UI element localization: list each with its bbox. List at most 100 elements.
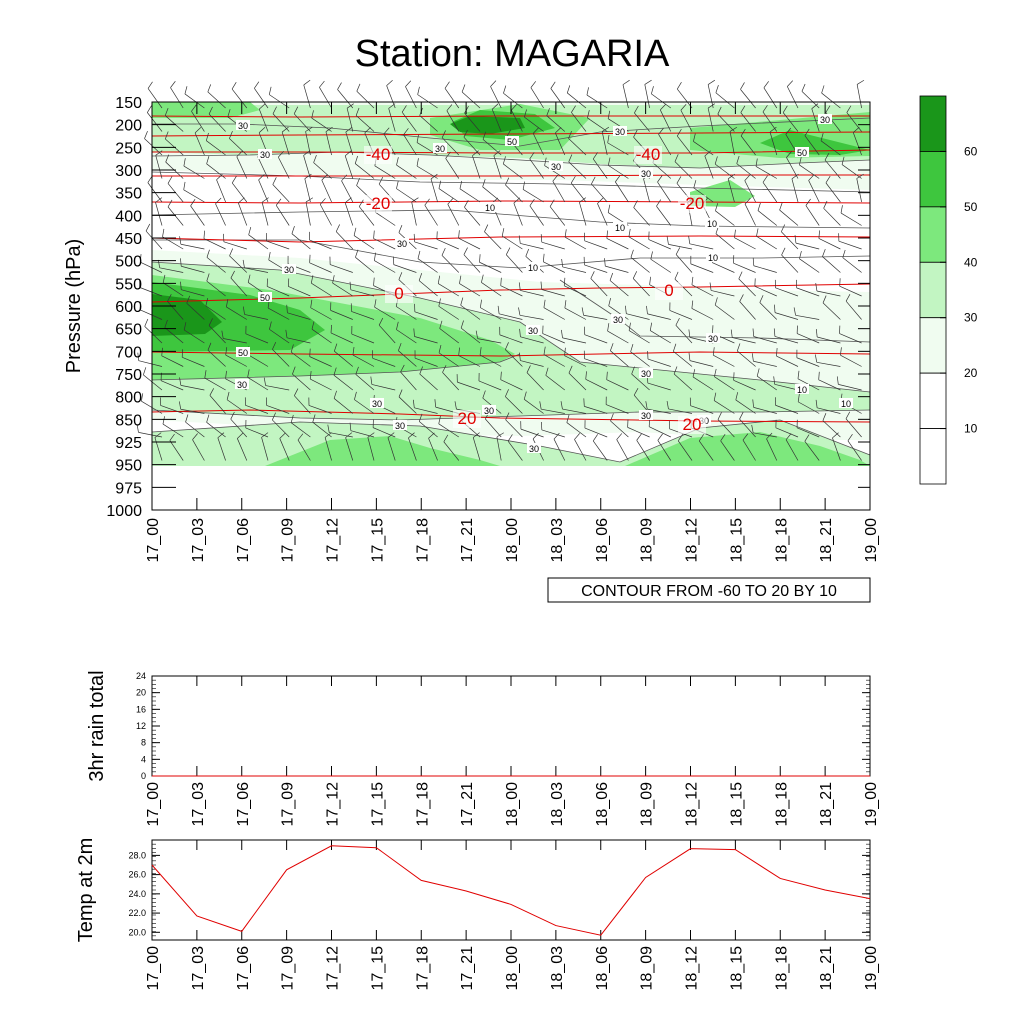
wind-barb-flag (145, 319, 148, 326)
temp-contour-label: -20 (680, 194, 705, 213)
wind-barb-flag (708, 80, 715, 84)
pressure-tick-label: 975 (115, 480, 142, 497)
rain-axis-label: 3hr rain total (86, 670, 108, 781)
wind-barb-flag (208, 84, 211, 91)
temp-contour-label: 0 (664, 281, 673, 300)
speed-contour-label: 30 (641, 169, 651, 179)
wind-barb-flag (387, 80, 393, 85)
x-tick-label: 18_09 (639, 782, 656, 827)
wind-barb-flag (567, 85, 569, 93)
x-tick-label: 17_21 (459, 782, 476, 827)
wind-barb-flag (147, 106, 151, 113)
speed-contour-label: 50 (507, 137, 517, 147)
y-tick-label: 26.0 (128, 870, 146, 880)
x-tick-label: 17_00 (145, 946, 162, 991)
wind-barb-flag (677, 82, 681, 89)
x-tick-label: 17_18 (414, 782, 431, 827)
temp-contour-label: -40 (636, 145, 661, 164)
wind-barb-flag (740, 82, 744, 89)
info-label: CONTOUR FROM -60 TO 20 BY 10 (581, 583, 837, 600)
x-tick-label: 18_15 (728, 946, 745, 991)
colorbar-swatch (920, 373, 946, 428)
speed-contour-label: 30 (435, 144, 445, 154)
x-tick-label: 18_12 (684, 782, 701, 827)
speed-contour-label: 10 (485, 203, 495, 213)
temp-axis-label: Temp at 2m (75, 838, 97, 942)
speed-contour-label: 10 (708, 253, 718, 263)
x-tick-label: 17_03 (190, 782, 207, 827)
wind-barb-flag (623, 80, 630, 84)
wind-barb-flag (319, 81, 324, 87)
wind-barb-flag (764, 81, 769, 87)
colorbar-swatch (920, 429, 946, 484)
pressure-tick-label: 300 (115, 163, 142, 180)
wind-barb-flag (716, 85, 719, 93)
wind-barb-flag (802, 84, 805, 91)
speed-contour-label: 10 (841, 399, 851, 409)
pressure-tick-label: 1000 (106, 503, 142, 520)
x-tick-label: 17_12 (325, 946, 342, 991)
wind-barb-flag (651, 86, 653, 94)
info-label-box: CONTOUR FROM -60 TO 20 BY 10 (548, 578, 870, 602)
pressure-tick-label: 925 (115, 435, 142, 452)
wind-barb-flag (269, 87, 271, 95)
time-tick-label: 17_18 (414, 518, 431, 563)
pressure-tick-label: 150 (115, 95, 142, 112)
wind-barb-flag (185, 86, 187, 94)
temp-contour-label: -20 (366, 194, 391, 213)
time-tick-label: 18_21 (818, 518, 835, 563)
y-tick-label: 24.0 (128, 889, 146, 899)
speed-contour-label: 10 (797, 385, 807, 395)
speed-contour-label: 30 (551, 162, 561, 172)
y-tick-label: 20 (136, 688, 146, 698)
x-tick-label: 18_06 (594, 946, 611, 991)
speed-contour-label: 30 (238, 121, 248, 131)
speed-contour-label: 30 (641, 411, 651, 421)
speed-contour-label: 30 (613, 315, 623, 325)
x-tick-label: 18_09 (639, 946, 656, 991)
cross-section-panel: 3030305030503030301010301010103050503030… (63, 80, 880, 602)
time-tick-label: 17_00 (145, 518, 162, 563)
x-tick-label: 17_18 (414, 946, 431, 991)
pressure-axis-label: Pressure (hPa) (63, 239, 85, 374)
y-tick-label: 8 (141, 738, 146, 748)
pressure-tick-label: 850 (115, 412, 142, 429)
x-tick-label: 17_09 (280, 946, 297, 991)
wind-barb-flag (491, 81, 496, 87)
rain-frame (152, 676, 870, 776)
pressure-tick-label: 400 (115, 208, 142, 225)
wind-barb-flag (503, 86, 505, 94)
wind-barb-flag (146, 224, 150, 231)
x-tick-label: 17_12 (325, 782, 342, 827)
x-tick-label: 18_00 (504, 946, 521, 991)
speed-contour-label: 30 (615, 127, 625, 137)
pressure-tick-label: 200 (115, 118, 142, 135)
y-tick-label: 28.0 (128, 850, 146, 860)
wind-barb-flag (405, 81, 410, 87)
speed-contour-label: 30 (237, 380, 247, 390)
chart-title: Station: MAGARIA (355, 33, 670, 75)
time-tick-label: 17_12 (325, 518, 342, 563)
temp-contour-label: 20 (458, 409, 477, 428)
pressure-tick-label: 750 (115, 367, 142, 384)
time-tick-label: 17_06 (235, 518, 252, 563)
colorbar-label: 40 (964, 255, 978, 269)
wind-barb-flag (304, 80, 310, 85)
colorbar-swatch (920, 207, 946, 262)
x-tick-label: 17_06 (235, 782, 252, 827)
time-tick-label: 18_03 (549, 518, 566, 563)
time-tick-label: 17_03 (190, 518, 207, 563)
speed-contour-label: 30 (284, 265, 294, 275)
speed-contour-label: 10 (615, 223, 625, 233)
colorbar-label: 60 (964, 144, 978, 158)
colorbar-swatch (920, 96, 946, 151)
speed-contour-label: 50 (797, 148, 807, 158)
speed-contour-label: 30 (484, 406, 494, 416)
pressure-tick-label: 550 (115, 276, 142, 293)
x-tick-label: 17_15 (369, 946, 386, 991)
colorbar-swatch (920, 151, 946, 206)
x-tick-label: 17_09 (280, 782, 297, 827)
wind-barb-flag (148, 82, 152, 89)
